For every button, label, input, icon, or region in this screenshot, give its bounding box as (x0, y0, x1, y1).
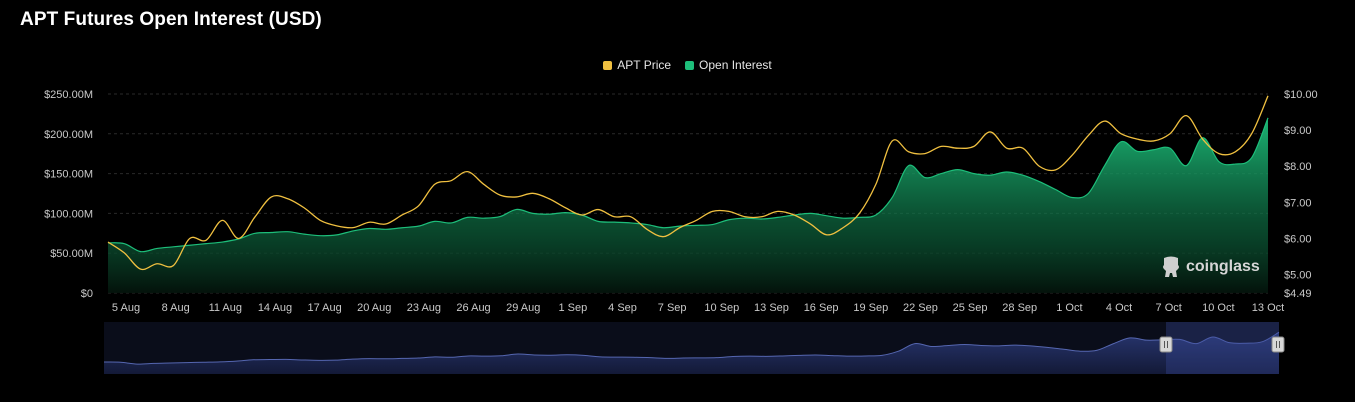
x-tick-label: 1 Oct (1056, 302, 1082, 314)
y-right-tick-label: $5.00 (1284, 270, 1312, 282)
y-right-tick-label: $10.00 (1284, 89, 1318, 101)
x-tick-label: 25 Sep (953, 302, 988, 314)
navigator-line (103, 331, 1280, 365)
navigator-handle-right[interactable] (1271, 336, 1285, 353)
x-tick-label: 11 Aug (209, 302, 242, 314)
x-tick-label: 13 Sep (754, 302, 789, 314)
y-right-tick-label: $7.00 (1284, 197, 1312, 209)
coinglass-logo-icon (1163, 256, 1179, 277)
y-right-tick-label: $4.49 (1284, 288, 1312, 300)
x-tick-label: 19 Sep (853, 302, 888, 314)
x-tick-label: 20 Aug (357, 302, 391, 314)
chart-title: APT Futures Open Interest (USD) (20, 9, 322, 30)
x-tick-label: 29 Aug (506, 302, 540, 314)
navigator (103, 322, 1285, 374)
handle-grip (1271, 336, 1285, 353)
y-right-tick-label: $6.00 (1284, 233, 1312, 245)
x-tick-label: 22 Sep (903, 302, 938, 314)
legend: APT Price Open Interest (0, 58, 1355, 72)
y-left-tick-label: $150.00M (44, 169, 93, 181)
navigator-area (104, 332, 1279, 374)
x-tick-label: 4 Sep (608, 302, 637, 314)
x-tick-label: 14 Aug (258, 302, 292, 314)
price-series (107, 95, 1269, 271)
y-right-tick-label: $8.00 (1284, 161, 1312, 173)
legend-swatch (603, 60, 613, 70)
x-tick-label: 23 Aug (407, 302, 441, 314)
x-tick-label: 4 Oct (1106, 302, 1132, 314)
y-left-tick-label: $0 (81, 288, 93, 300)
navigator-handle-left[interactable] (1159, 336, 1173, 353)
watermark-text: coinglass (1186, 258, 1260, 275)
open-interest-series (107, 117, 1269, 293)
handle-grip (1159, 336, 1173, 353)
y-axis-left: $0 $50.00M $100.00M $150.00M $200.00M $250.00… (44, 89, 93, 300)
x-tick-label: 7 Oct (1156, 302, 1182, 314)
x-tick-label: 8 Aug (162, 302, 190, 314)
y-axis-right: $4.49 $5.00 $6.00 $7.00 $8.00 $9.00 $10.00 (1284, 89, 1318, 300)
apt-price-line (107, 95, 1269, 271)
x-tick-label: 10 Sep (704, 302, 739, 314)
legend-item-apt-price[interactable]: APT Price (603, 58, 671, 72)
y-left-tick-label: $100.00M (44, 208, 93, 220)
open-interest-line (107, 117, 1269, 253)
y-left-tick-label: $50.00M (50, 248, 93, 260)
legend-label: Open Interest (699, 58, 772, 72)
x-tick-label: 5 Aug (112, 302, 140, 314)
x-tick-label: 10 Oct (1202, 302, 1234, 314)
x-tick-label: 7 Sep (658, 302, 687, 314)
coinglass-watermark: coinglass (1160, 255, 1260, 279)
x-tick-label: 17 Aug (307, 302, 341, 314)
y-right-tick-label: $9.00 (1284, 125, 1312, 137)
navigator-selection[interactable] (1166, 322, 1279, 374)
y-left-tick-label: $250.00M (44, 89, 93, 101)
x-tick-label: 13 Oct (1252, 302, 1284, 314)
open-interest-area (108, 117, 1268, 293)
x-tick-label: 26 Aug (456, 302, 490, 314)
legend-swatch (685, 60, 695, 70)
legend-item-open-interest[interactable]: Open Interest (685, 58, 772, 72)
x-tick-label: 1 Sep (558, 302, 587, 314)
x-tick-label: 16 Sep (804, 302, 839, 314)
legend-label: APT Price (617, 58, 672, 72)
y-left-tick-label: $200.00M (44, 129, 93, 141)
x-axis: 5 Aug 8 Aug 11 Aug 14 Aug 17 Aug 20 Aug 23 Aug… (112, 302, 1284, 314)
x-tick-label: 28 Sep (1002, 302, 1037, 314)
